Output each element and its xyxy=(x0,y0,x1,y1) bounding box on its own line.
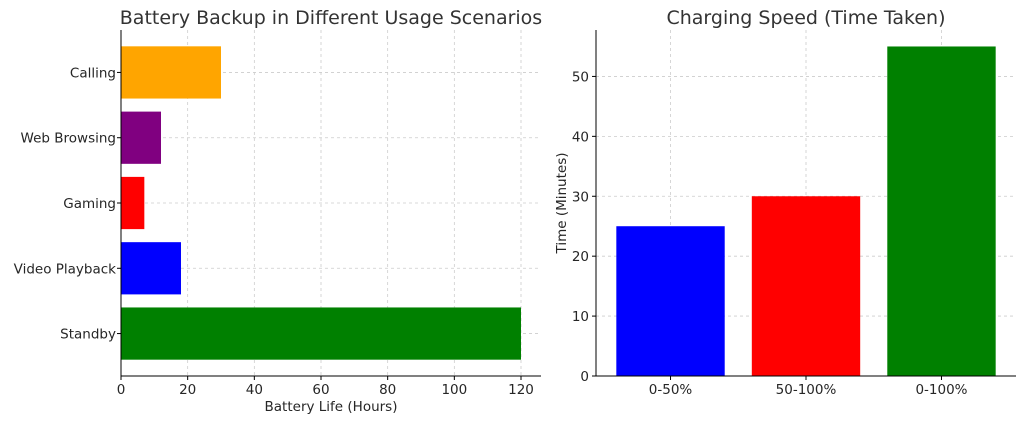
x-tick-label: 50-100% xyxy=(776,382,837,398)
charging-chart-title: Charging Speed (Time Taken) xyxy=(666,7,945,29)
y-tick-label: 50 xyxy=(572,69,589,85)
y-tick-label: 40 xyxy=(572,129,589,145)
y-tick-label: Calling xyxy=(70,65,116,81)
battery-chart-bars xyxy=(121,46,521,360)
charging-chart-ticks: 0 10 20 30 40 50 0-50% 50-100% 0-100% xyxy=(572,69,968,398)
charging-chart-ylabel: Time (Minutes) xyxy=(554,152,570,254)
x-tick-label: 20 xyxy=(179,382,196,398)
y-tick-label: Video Playback xyxy=(14,261,117,277)
x-tick-label: 0-50% xyxy=(649,382,693,398)
y-tick-label: Standby xyxy=(60,327,116,343)
bar-0-50pct xyxy=(616,226,725,376)
charging-chart-bars xyxy=(616,46,996,376)
y-tick-label: Gaming xyxy=(63,196,116,212)
bar-gaming xyxy=(121,176,145,230)
x-tick-label: 40 xyxy=(246,382,263,398)
y-tick-label: 30 xyxy=(572,189,589,205)
battery-chart-title: Battery Backup in Different Usage Scenar… xyxy=(120,7,542,29)
bar-calling xyxy=(121,46,221,99)
bar-0-100pct xyxy=(887,46,996,376)
x-tick-label: 0-100% xyxy=(915,382,967,398)
x-tick-label: 60 xyxy=(312,382,329,398)
battery-backup-chart: Battery Backup in Different Usage Scenar… xyxy=(14,7,543,415)
bar-50-100pct xyxy=(751,196,861,376)
y-tick-label: Web Browsing xyxy=(21,131,116,147)
y-tick-label: 20 xyxy=(572,249,589,265)
bar-web-browsing xyxy=(121,111,161,164)
charging-speed-chart: Charging Speed (Time Taken) 010203040500… xyxy=(554,7,1016,398)
x-tick-label: 100 xyxy=(441,382,467,398)
bar-video-playback xyxy=(121,242,181,295)
x-tick-label: 0 xyxy=(117,382,126,398)
y-tick-label: 10 xyxy=(572,309,589,325)
battery-chart-ticks: 0 20 40 60 80 100 120 Standby Video Playback Gami… xyxy=(14,65,534,398)
y-tick-label: 0 xyxy=(580,369,589,385)
battery-chart-xlabel: Battery Life (Hours) xyxy=(265,399,398,415)
x-tick-label: 120 xyxy=(508,382,534,398)
bar-standby xyxy=(121,307,521,360)
x-tick-label: 80 xyxy=(379,382,396,398)
